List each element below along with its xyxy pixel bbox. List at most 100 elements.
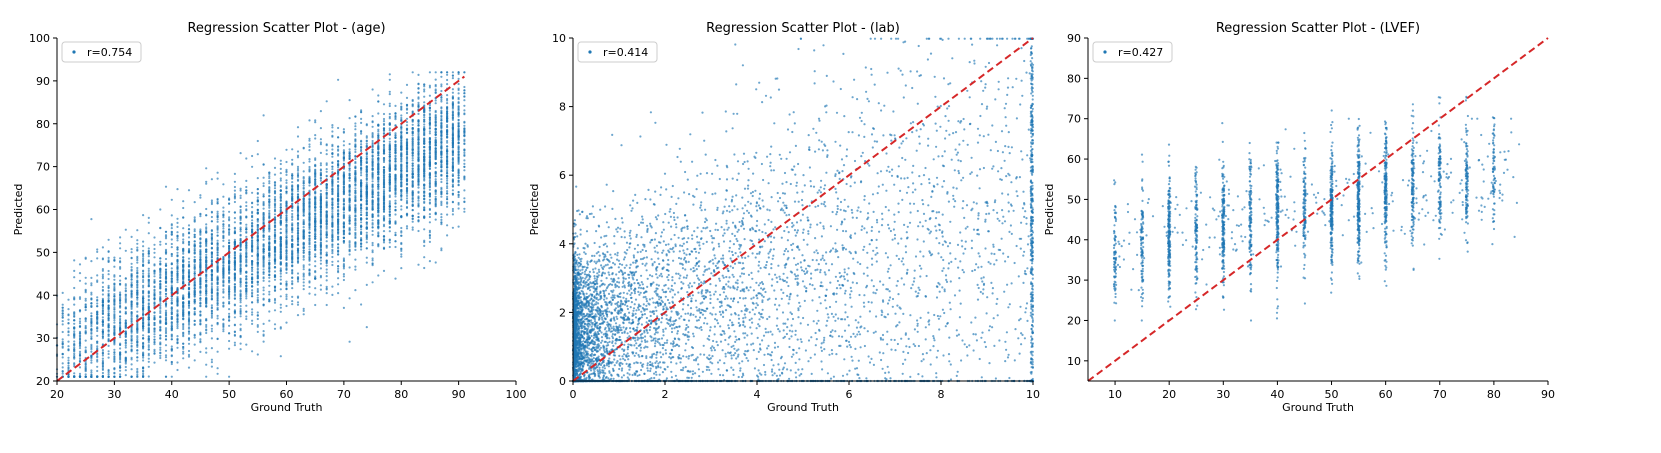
scatter-point: [113, 342, 116, 345]
scatter-point: [331, 212, 334, 215]
scatter-point: [251, 216, 254, 219]
scatter-point: [90, 293, 93, 296]
scatter-point: [417, 229, 420, 233]
scatter-point: [434, 218, 437, 221]
scatter-point: [199, 232, 202, 235]
scatter-point: [228, 324, 231, 327]
scatter-point: [182, 206, 185, 210]
scatter-point: [228, 319, 231, 322]
scatter-point: [325, 262, 328, 265]
scatter-point: [296, 154, 300, 157]
scatter-point: [142, 359, 145, 362]
scatter-point: [434, 158, 437, 161]
scatter-point: [405, 182, 409, 186]
scatter-point: [245, 304, 248, 307]
scatter-point: [159, 260, 162, 263]
scatter-point: [107, 318, 110, 322]
scatter-point: [296, 126, 300, 129]
scatter-point: [400, 172, 403, 175]
scatter-point: [457, 148, 460, 151]
scatter-point: [210, 347, 213, 350]
scatter-point: [360, 171, 363, 174]
scatter-point: [388, 102, 391, 105]
scatter-point: [302, 241, 305, 244]
scatter-point: [170, 299, 173, 302]
scatter-point: [159, 322, 162, 325]
scatter-point: [451, 189, 454, 192]
scatter-point: [182, 227, 185, 230]
scatter-point: [251, 191, 254, 194]
scatter-point: [360, 183, 363, 186]
scatter-point: [147, 232, 150, 235]
scatter-point: [377, 185, 380, 188]
scatter-point: [314, 287, 317, 290]
scatter-point: [251, 273, 254, 276]
scatter-point: [119, 279, 122, 282]
scatter-point: [210, 229, 213, 233]
scatter-point: [382, 120, 386, 123]
scatter-point: [216, 372, 219, 375]
scatter-point: [205, 325, 208, 328]
scatter-point: [314, 208, 317, 211]
scatter-point: [434, 195, 437, 198]
scatter-point: [90, 369, 93, 372]
scatter-point: [382, 190, 386, 193]
scatter-point: [314, 293, 317, 296]
scatter-point: [73, 313, 76, 316]
scatter-point: [325, 163, 328, 166]
scatter-point: [273, 278, 277, 281]
scatter-point: [308, 139, 311, 142]
scatter-point: [411, 170, 414, 173]
scatter-point: [199, 267, 202, 270]
scatter-point: [428, 104, 431, 107]
scatter-point: [457, 121, 460, 124]
scatter-point: [302, 184, 305, 187]
scatter-point: [187, 189, 191, 192]
scatter-point: [423, 101, 426, 104]
scatter-point: [159, 348, 162, 351]
scatter-point: [130, 289, 133, 292]
scatter-point: [428, 71, 431, 74]
scatter-point: [119, 236, 122, 239]
scatter-point: [291, 272, 294, 275]
scatter-point: [446, 99, 449, 102]
scatter-point: [159, 310, 162, 313]
scatter-point: [245, 295, 248, 298]
scatter-point: [434, 102, 437, 105]
scatter-point: [451, 96, 454, 99]
scatter-point: [348, 179, 351, 182]
scatter-point: [325, 170, 328, 173]
scatter-point: [331, 285, 334, 288]
scatter-point: [296, 295, 300, 298]
scatter-point: [388, 230, 391, 233]
scatter-point: [314, 121, 317, 124]
scatter-point: [107, 297, 110, 300]
scatter-point: [388, 73, 391, 76]
scatter-point: [319, 256, 322, 259]
scatter-point: [360, 179, 363, 182]
scatter-point: [325, 222, 328, 225]
scatter-point: [216, 253, 219, 257]
scatter-point: [159, 354, 162, 357]
scatter-point: [142, 245, 145, 248]
scatter-point: [457, 130, 460, 133]
scatter-point: [251, 313, 254, 316]
scatter-point: [199, 338, 202, 341]
scatter-point: [268, 200, 271, 203]
scatter-point: [239, 299, 242, 302]
scatter-point: [170, 335, 173, 338]
scatter-point: [124, 374, 127, 377]
scatter-point: [170, 262, 173, 265]
scatter-point: [285, 227, 288, 230]
scatter-point: [348, 226, 351, 229]
scatter-point: [440, 100, 443, 103]
scatter-point: [210, 178, 213, 181]
scatter-point: [296, 165, 300, 168]
scatter-point: [371, 215, 374, 218]
scatter-point: [331, 218, 334, 222]
scatter-point: [279, 172, 282, 175]
scatter-point: [371, 229, 374, 233]
scatter-point: [354, 289, 357, 292]
scatter-point: [434, 178, 437, 181]
scatter-point: [73, 298, 76, 301]
